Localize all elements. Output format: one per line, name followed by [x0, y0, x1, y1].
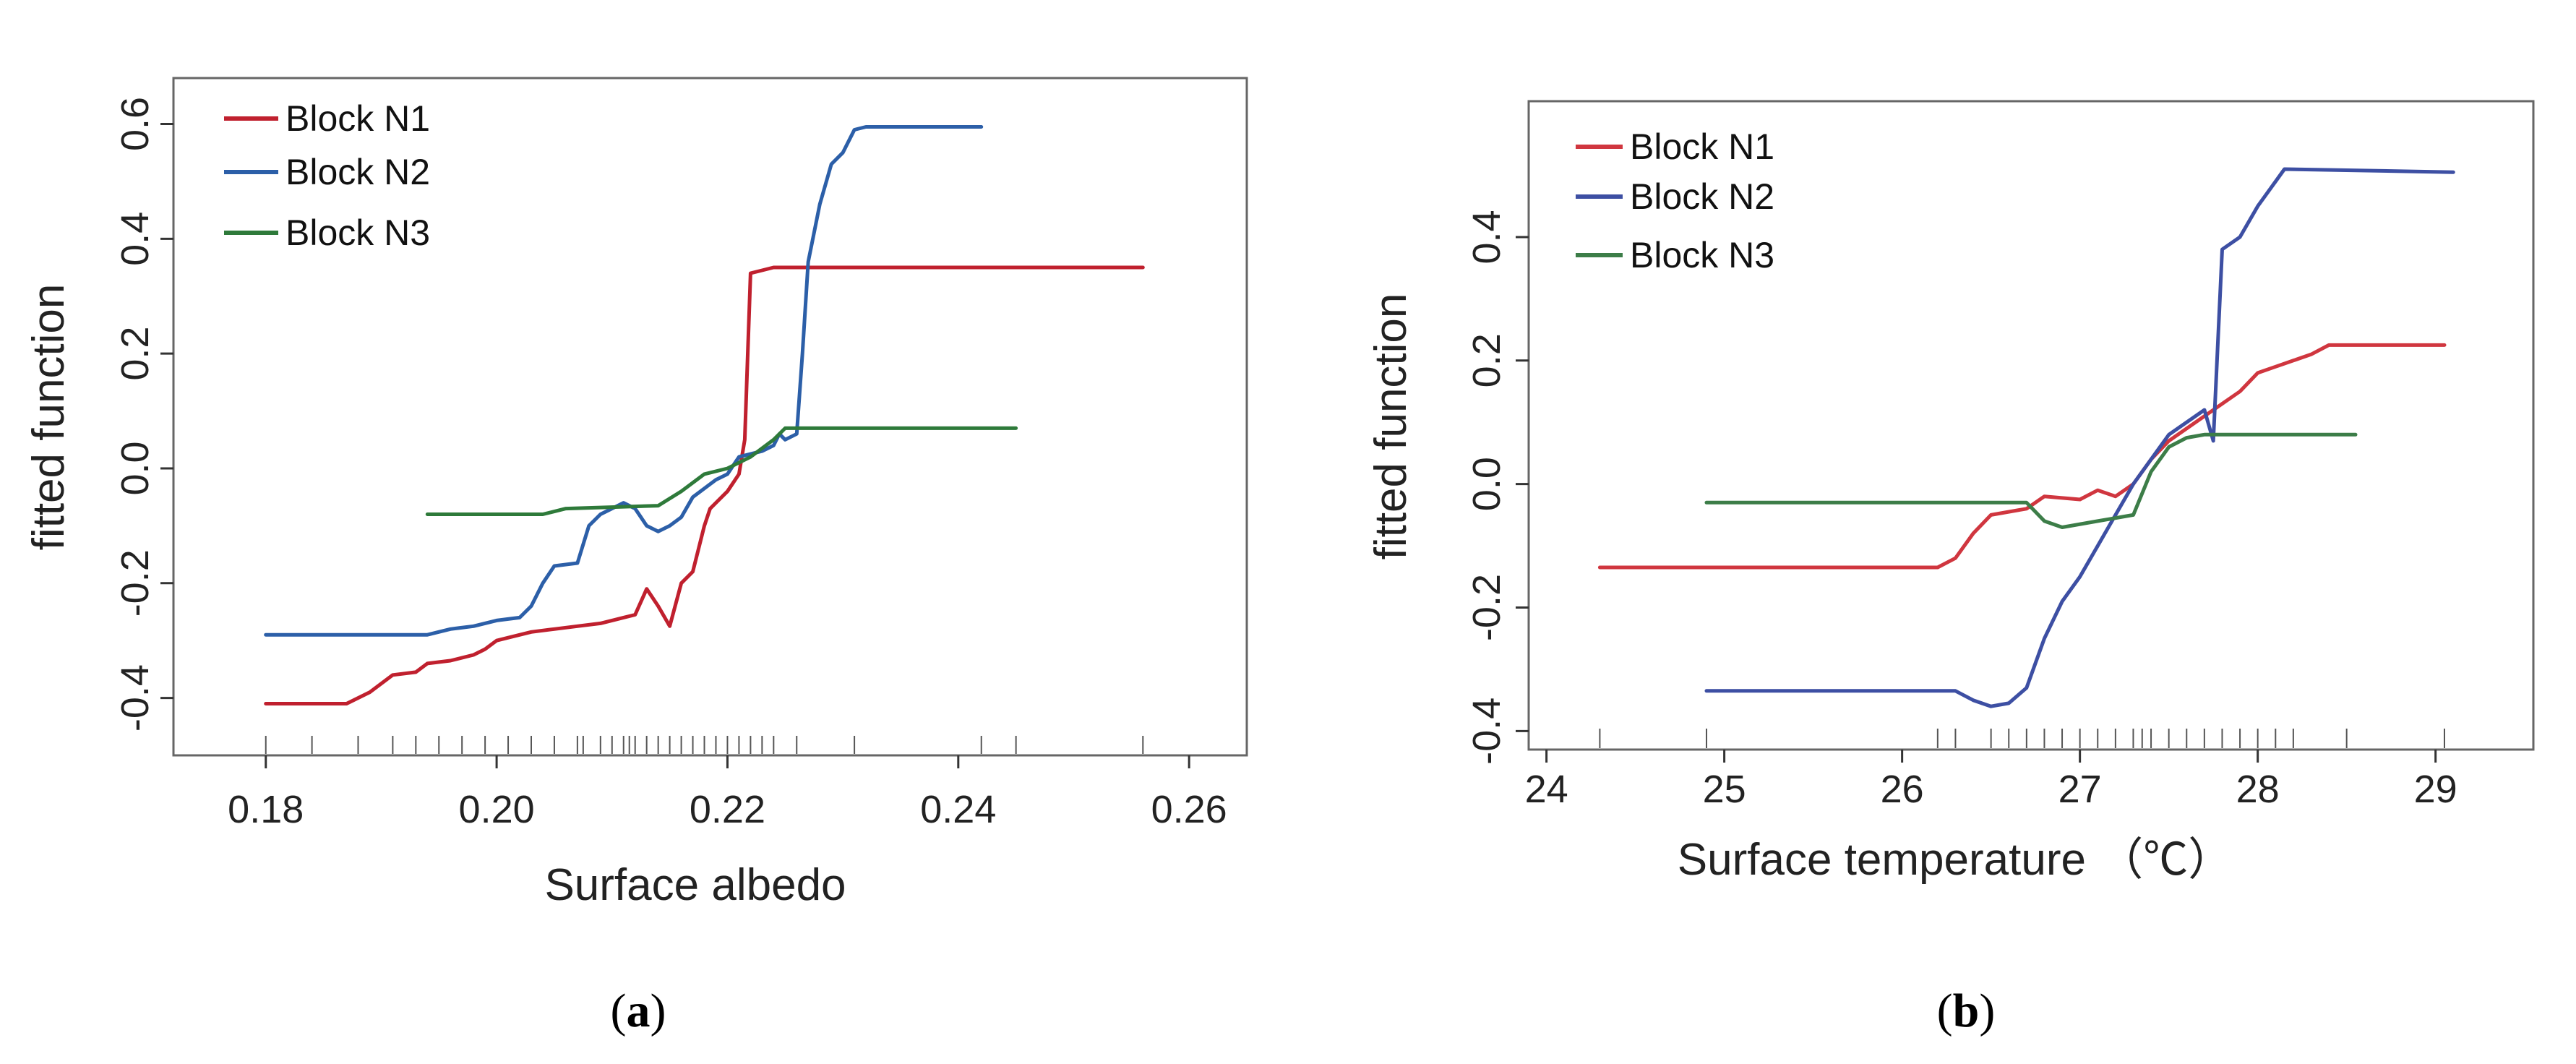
panel-a-y-tick-label: 0.6: [113, 97, 157, 151]
panel-b-x-tick-label: 25: [1703, 768, 1746, 811]
panel-b-x-tick-label: 28: [2236, 768, 2280, 811]
panel-b-chart: 24 25 26 27 28 29 -0.4 -0.2 0.0 0.2 0.4 Surface te…: [1366, 100, 2535, 1037]
panel-a-caption-letter: a: [627, 984, 651, 1037]
panel-a-x-tick-label: 0.20: [459, 788, 535, 831]
panel-b-y-tick-label: 0.0: [1465, 457, 1508, 511]
panel-a-series-line-n3: [425, 426, 1018, 516]
panel-b-x-tick-label: 29: [2414, 768, 2457, 811]
panel-a-x-tick-label: 0.18: [228, 788, 304, 831]
panel-b-y-tick-label: 0.2: [1465, 333, 1508, 387]
panel-a-marks: 0.18 0.20 0.22 0.24 0.26 -0.4 -0.2 0.0 0.2 0.4 0.6: [113, 97, 1227, 831]
panel-a-y-tick-label: -0.2: [113, 549, 157, 617]
panel-b-series-line-n2: [1704, 167, 2455, 708]
panel-b-x-axis-label: Surface temperature （℃）: [1678, 835, 2233, 885]
panel-a-chart: 0.18 0.20 0.22 0.24 0.26 -0.4 -0.2 0.0 0.2 0.4 0.6…: [24, 77, 1248, 1037]
panel-a-x-tick-label: 0.26: [1151, 788, 1227, 831]
panel-a-plot-frame: [172, 77, 1248, 757]
panel-a-caption: (a): [611, 984, 666, 1037]
panel-a-series-line-n1: [264, 265, 1145, 705]
panel-b-x-tick-label: 24: [1525, 768, 1568, 811]
panel-a-legend-label-n3: Block N3: [285, 213, 430, 253]
panel-a-x-tick-label: 0.24: [920, 788, 996, 831]
panel-a-legend-label-n1: Block N1: [285, 98, 430, 139]
panel-a-y-tick-label: 0.0: [113, 441, 157, 495]
panel-b-y-tick-label: -0.4: [1465, 698, 1508, 765]
panel-a-x-axis-label: Surface albedo: [544, 860, 846, 910]
panel-b-legend-label-n1: Block N1: [1630, 126, 1774, 167]
panel-a-y-axis-label: fitted function: [24, 284, 74, 551]
panel-b-x-tick-label: 26: [1881, 768, 1924, 811]
panel-a-y-tick-label: 0.4: [113, 212, 157, 266]
panel-a-y-tick-label: 0.2: [113, 327, 157, 381]
panel-b-caption-letter: b: [1953, 984, 1980, 1037]
panel-b-series-line-n1: [1597, 343, 2447, 570]
panel-b-y-tick-label: -0.2: [1465, 574, 1508, 641]
panel-b-y-axis-label: fitted function: [1366, 293, 1416, 560]
panel-b-plot-frame: [1527, 100, 2535, 751]
panel-b-caption: (b): [1937, 984, 1996, 1037]
panel-b-legend: Block N1 Block N2 Block N3: [1576, 126, 1774, 275]
panel-b-y-tick-label: 0.4: [1465, 210, 1508, 264]
panel-a-legend: Block N1 Block N2 Block N3: [224, 98, 430, 253]
panel-b-x-tick-label: 27: [2058, 768, 2102, 811]
panel-a-legend-label-n2: Block N2: [285, 152, 430, 192]
panel-a-series-line-n2: [264, 125, 984, 637]
panel-b-legend-label-n2: Block N2: [1630, 176, 1774, 217]
panel-b-marks: 24 25 26 27 28 29 -0.4 -0.2 0.0 0.2 0.4: [1465, 167, 2457, 811]
panel-a-y-tick-label: -0.4: [113, 664, 157, 732]
panel-a-x-tick-label: 0.22: [690, 788, 765, 831]
panel-b-legend-label-n3: Block N3: [1630, 235, 1774, 275]
panel-b-series-line-n3: [1704, 432, 2358, 529]
